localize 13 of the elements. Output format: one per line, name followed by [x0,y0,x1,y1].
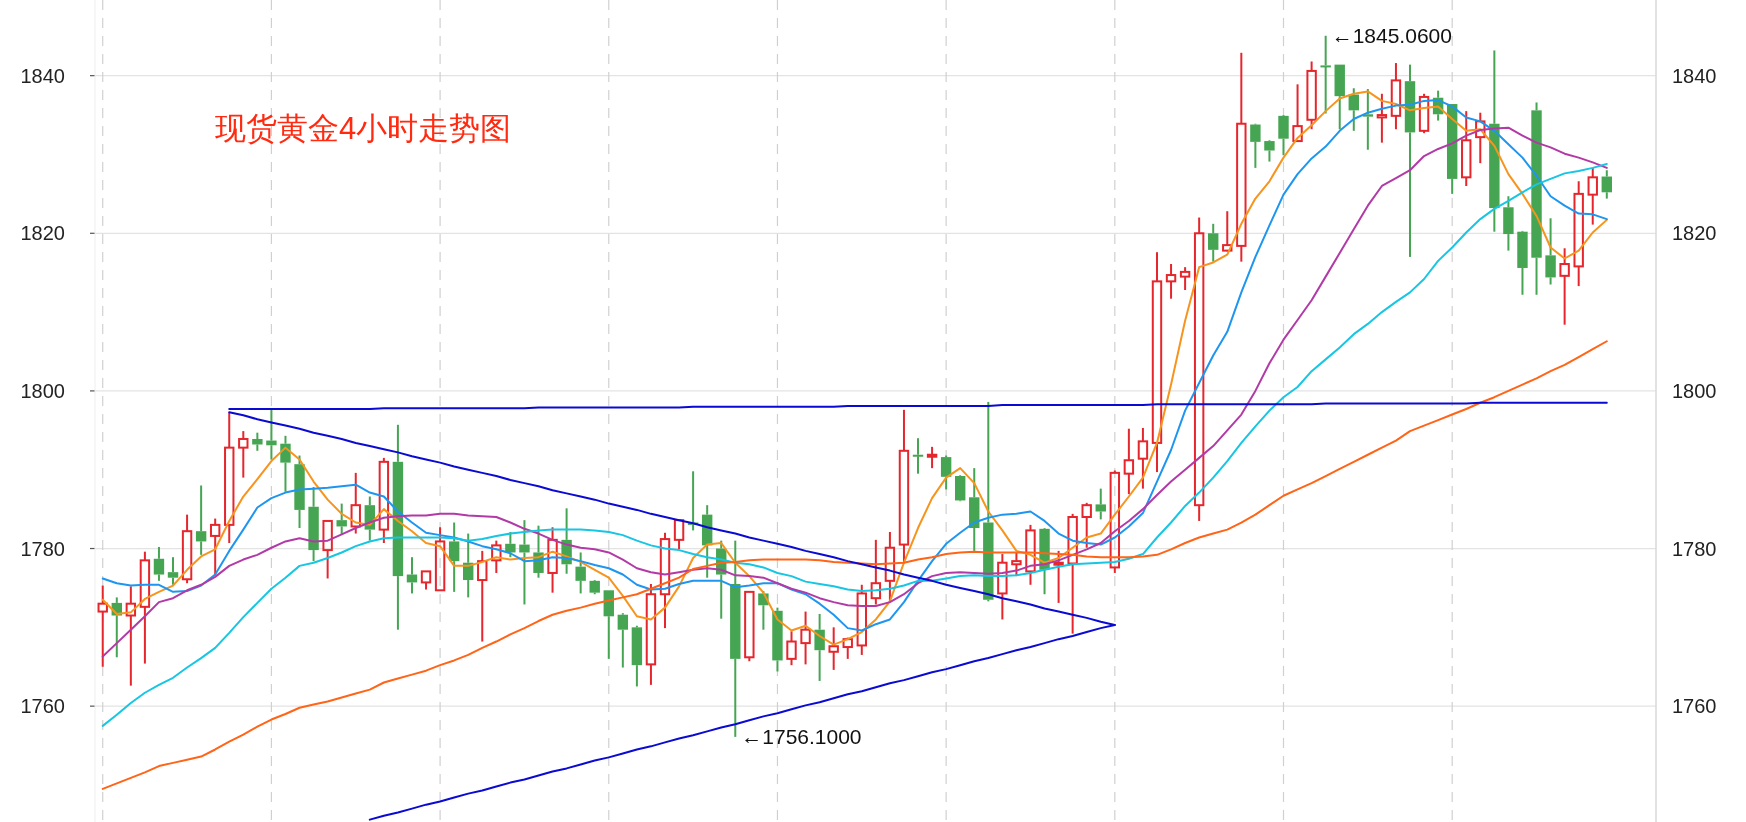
ytick: 1840 [20,64,65,87]
ytick: 1760 [20,695,65,718]
ytick: 1820 [20,222,65,245]
ytick: 1800 [20,379,65,402]
y2tick: 1820 [1672,222,1717,245]
annotation: ←1756.1000 [741,724,862,748]
ytick: 1780 [20,537,65,560]
y2tick: 1800 [1672,379,1717,402]
title: 现货黄金4小时走势图 [215,111,512,146]
y2tick: 1780 [1672,537,1717,560]
y2tick: 1760 [1672,695,1717,718]
annotation: ←1845.0600 [1331,23,1452,47]
y2tick: 1840 [1672,64,1717,87]
